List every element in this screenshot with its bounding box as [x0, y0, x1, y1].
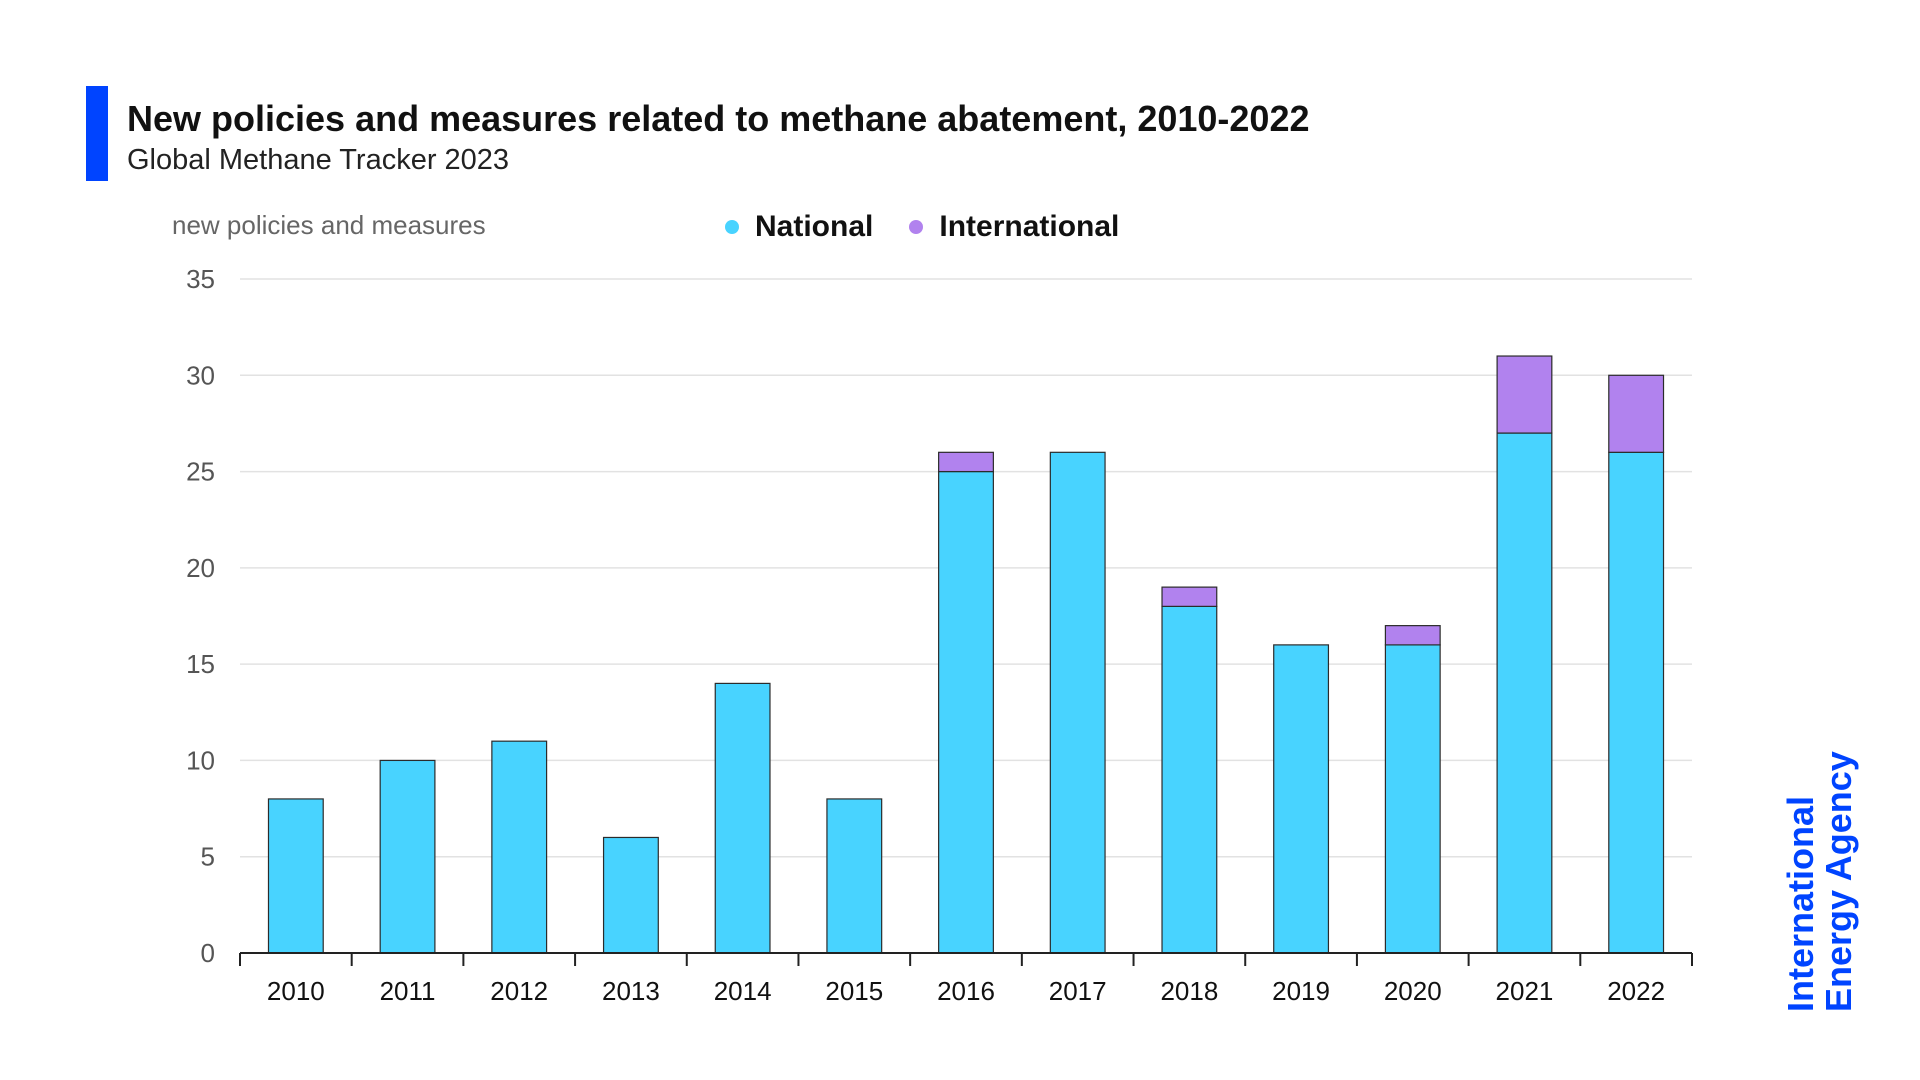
- y-tick-label-25: 25: [186, 457, 215, 487]
- y-tick-label-15: 15: [186, 649, 215, 679]
- x-tick-label-2022: 2022: [1607, 976, 1665, 1006]
- legend-label-international: International: [939, 210, 1120, 243]
- legend-label-national: National: [755, 210, 874, 243]
- bar-international-2020: [1384, 625, 1441, 646]
- x-tick-label-2010: 2010: [267, 976, 325, 1006]
- legend-item-international: International: [909, 210, 1119, 244]
- y-tick-label-35: 35: [186, 264, 215, 294]
- x-tick-label-2016: 2016: [937, 976, 995, 1006]
- bar-national-2014: [714, 682, 771, 954]
- x-tick-label-2021: 2021: [1496, 976, 1554, 1006]
- y-tick-label-10: 10: [186, 745, 215, 775]
- bar-international-2021: [1496, 355, 1553, 434]
- bar-international-2018: [1161, 586, 1218, 607]
- bar-national-2021: [1496, 432, 1553, 954]
- legend: National International: [725, 210, 1119, 244]
- y-tick-label-5: 5: [201, 842, 215, 872]
- bar-national-2019: [1273, 644, 1330, 954]
- x-tick-label-2014: 2014: [714, 976, 772, 1006]
- logo-line-2: Energy Agency: [1818, 751, 1859, 1012]
- y-tick-label-0: 0: [201, 938, 215, 968]
- bar-national-2011: [379, 759, 436, 954]
- chart-subtitle: Global Methane Tracker 2023: [127, 144, 510, 176]
- y-tick-label-30: 30: [186, 360, 215, 390]
- bar-national-2020: [1384, 644, 1441, 954]
- y-axis-label: new policies and measures: [172, 210, 486, 240]
- x-tick-label-2017: 2017: [1049, 976, 1107, 1006]
- bar-national-2018: [1161, 605, 1218, 954]
- x-tick-label-2018: 2018: [1160, 976, 1218, 1006]
- bar-national-2022: [1608, 451, 1665, 954]
- bar-national-2013: [602, 836, 659, 954]
- x-tick-label-2012: 2012: [490, 976, 548, 1006]
- x-tick-label-2020: 2020: [1384, 976, 1442, 1006]
- x-tick-label-2013: 2013: [602, 976, 660, 1006]
- bar-national-2016: [938, 470, 994, 954]
- iea-logo: International Energy Agency: [1780, 751, 1859, 1012]
- bar-national-2010: [267, 798, 324, 954]
- legend-swatch-national: [725, 220, 739, 234]
- bar-international-2022: [1608, 374, 1665, 453]
- bar-national-2012: [491, 740, 548, 954]
- legend-item-national: National: [725, 210, 873, 244]
- title-accent-bar: [86, 86, 108, 181]
- legend-swatch-international: [909, 220, 924, 234]
- y-tick-label-20: 20: [186, 553, 215, 583]
- x-tick-label-2019: 2019: [1272, 976, 1330, 1006]
- x-tick-label-2011: 2011: [380, 976, 436, 1006]
- bar-international-2016: [938, 451, 994, 473]
- bar-national-2015: [826, 798, 883, 954]
- x-tick-label-2015: 2015: [825, 976, 883, 1006]
- bar-national-2017: [1049, 451, 1106, 954]
- logo-line-1: International: [1780, 795, 1821, 1012]
- chart-title: New policies and measures related to met…: [127, 98, 1310, 139]
